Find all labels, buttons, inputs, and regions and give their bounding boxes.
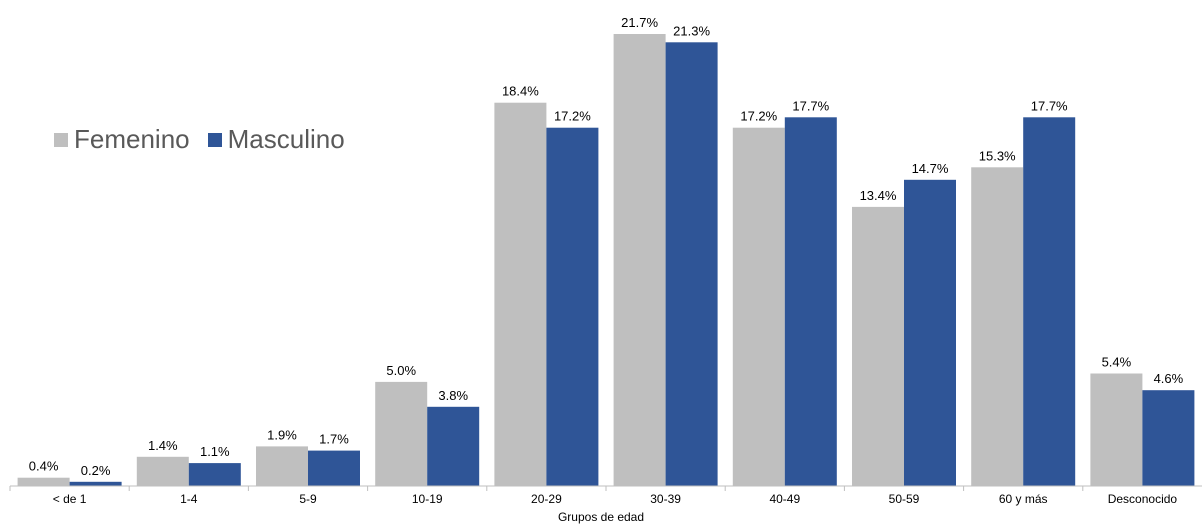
x-tick-label-2: 5-9: [299, 492, 317, 506]
bar-masculino-6: [784, 117, 837, 487]
data-label-masculino-2: 1.7%: [319, 432, 349, 447]
legend: Femenino Masculino: [54, 124, 363, 155]
data-label-femenino-8: 15.3%: [979, 148, 1016, 163]
bar-masculino-8: [1023, 117, 1076, 487]
x-tick-label-7: 50-59: [889, 492, 920, 506]
data-label-masculino-3: 3.8%: [438, 388, 468, 403]
data-label-masculino-0: 0.2%: [81, 463, 111, 478]
data-label-masculino-7: 14.7%: [912, 161, 949, 176]
bar-masculino-3: [427, 406, 480, 486]
x-tick-label-0: < de 1: [53, 492, 87, 506]
bar-femenino-7: [852, 206, 904, 486]
x-tick-labels-group: < de 1 1-4 5-9 10-19 20-29 30-39 40-49 50-59 60 …: [9, 486, 1178, 506]
data-label-femenino-1: 1.4%: [148, 438, 178, 453]
bar-masculino-5: [665, 42, 718, 487]
bar-femenino-4: [494, 102, 547, 486]
data-label-femenino-4: 18.4%: [502, 84, 539, 99]
legend-label-femenino: Femenino: [74, 124, 190, 154]
x-axis-title: Grupos de edad: [557, 510, 645, 524]
legend-swatch-femenino: [54, 132, 68, 147]
x-tick-label-8: 60 y más: [999, 492, 1048, 506]
x-tick-label-3: 10-19: [412, 492, 443, 506]
bar-masculino-0: [69, 481, 122, 486]
bars-group: [17, 34, 1195, 487]
bar-femenino-9: [1090, 373, 1143, 486]
legend-label-masculino: Masculino: [227, 124, 345, 154]
data-label-masculino-1: 1.1%: [200, 444, 230, 459]
data-label-femenino-6: 17.2%: [740, 109, 777, 124]
data-label-masculino-4: 17.2%: [554, 109, 591, 124]
data-label-masculino-6: 17.7%: [792, 98, 829, 113]
bar-masculino-7: [904, 179, 956, 487]
data-label-masculino-8: 17.7%: [1031, 98, 1068, 113]
x-tick-label-4: 20-29: [531, 492, 562, 506]
x-tick-label-9: Desconocido: [1108, 492, 1178, 506]
legend-item-masculino: Masculino: [207, 124, 345, 155]
x-tick-label-1: 1-4: [180, 492, 198, 506]
bar-femenino-5: [613, 34, 666, 486]
bar-femenino-6: [732, 127, 785, 486]
data-label-femenino-9: 5.4%: [1102, 355, 1132, 370]
x-tick-label-6: 40-49: [769, 492, 800, 506]
data-label-femenino-3: 5.0%: [386, 363, 416, 378]
legend-item-femenino: Femenino: [54, 124, 190, 155]
data-label-masculino-9: 4.6%: [1154, 371, 1184, 386]
bar-femenino-8: [971, 167, 1024, 487]
data-labels-group: 0.4% 0.2% 1.4% 1.1% 1.9% 1.7% 5.0% 3.8% 18.4% 17.…: [29, 15, 1184, 478]
data-label-masculino-5: 21.3%: [673, 23, 710, 38]
bar-masculino-9: [1142, 390, 1195, 486]
bar-masculino-1: [188, 463, 241, 486]
bar-femenino-0: [17, 477, 70, 486]
data-label-femenino-5: 21.7%: [621, 15, 658, 30]
bar-masculino-2: [308, 450, 360, 486]
x-tick-label-5: 30-39: [650, 492, 681, 506]
bar-femenino-1: [136, 456, 189, 486]
data-label-femenino-2: 1.9%: [267, 427, 297, 442]
bar-femenino-3: [375, 381, 428, 486]
bar-femenino-2: [256, 446, 308, 486]
legend-swatch-masculino: [207, 132, 222, 147]
data-label-femenino-0: 0.4%: [29, 459, 59, 474]
data-label-femenino-7: 13.4%: [860, 188, 897, 203]
bar-masculino-4: [546, 127, 599, 486]
